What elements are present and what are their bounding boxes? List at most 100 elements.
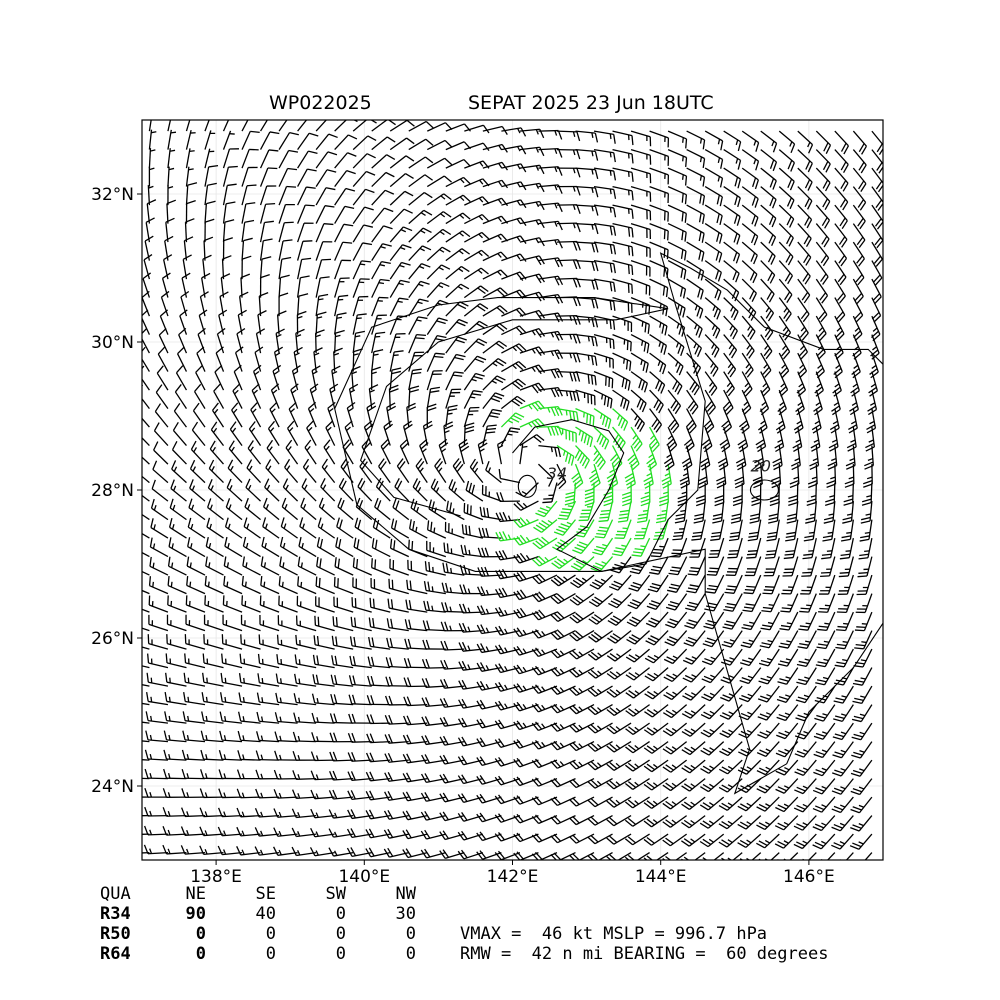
wind-barb bbox=[392, 498, 410, 521]
wind-barb bbox=[310, 789, 335, 800]
wind-barb bbox=[422, 620, 446, 632]
wind-barb bbox=[199, 826, 224, 837]
wind-barb bbox=[624, 852, 650, 860]
wind-barb bbox=[485, 460, 502, 484]
wind-barb bbox=[458, 641, 483, 652]
wind-barb bbox=[222, 595, 243, 613]
wind-barb bbox=[209, 440, 224, 465]
wind-barb bbox=[805, 501, 817, 524]
wind-barb bbox=[542, 482, 558, 504]
wind-barb bbox=[532, 536, 558, 550]
wind-barb bbox=[255, 769, 280, 780]
wind-barb bbox=[422, 639, 446, 650]
wind-barb bbox=[606, 667, 632, 680]
wind-barb bbox=[439, 849, 465, 859]
wind-barb bbox=[513, 589, 539, 601]
wind-barb bbox=[588, 463, 601, 490]
wind-barb bbox=[814, 704, 836, 722]
wind-barb bbox=[323, 439, 336, 465]
wind-barb bbox=[219, 730, 243, 743]
wind-barb bbox=[724, 574, 743, 594]
wind-barb bbox=[386, 618, 409, 632]
wind-barb bbox=[291, 827, 317, 838]
wind-barb bbox=[763, 556, 780, 577]
wind-barb bbox=[329, 713, 354, 724]
wind-barb bbox=[817, 611, 836, 632]
wind-barb bbox=[163, 768, 187, 780]
wind-barb bbox=[171, 460, 187, 484]
wind-barb bbox=[850, 778, 873, 796]
wind-barb bbox=[172, 421, 187, 447]
wind-barb bbox=[185, 614, 206, 632]
wind-barbs bbox=[142, 120, 883, 860]
wind-barb bbox=[238, 673, 261, 687]
wind-barb bbox=[766, 519, 780, 542]
wind-barb bbox=[850, 796, 873, 814]
wind-barb bbox=[728, 519, 743, 542]
wind-barb bbox=[854, 611, 873, 632]
wind-barb bbox=[625, 648, 651, 663]
y-tick-label: 28°N bbox=[91, 481, 134, 501]
wind-barb bbox=[163, 749, 187, 761]
wind-barb bbox=[739, 648, 762, 667]
wind-barb bbox=[860, 501, 873, 524]
wind-barb bbox=[311, 693, 335, 706]
wind-barb bbox=[699, 833, 725, 848]
wind-barb bbox=[533, 519, 558, 533]
wind-barb bbox=[714, 482, 725, 507]
wind-barb bbox=[274, 750, 298, 761]
wind-barb bbox=[365, 771, 391, 782]
wind-barb bbox=[789, 464, 800, 489]
wind-barb bbox=[367, 656, 391, 669]
wind-barb bbox=[316, 556, 335, 576]
wind-barb bbox=[191, 421, 206, 447]
wind-barb bbox=[700, 722, 725, 738]
wind-barb bbox=[851, 722, 873, 741]
wind-barb bbox=[208, 459, 224, 484]
wind-barb bbox=[494, 700, 521, 711]
wind-barb bbox=[420, 848, 446, 859]
wind-barb bbox=[626, 611, 651, 627]
wind-barb bbox=[813, 741, 836, 759]
wind-barb bbox=[224, 517, 243, 539]
wind-barb bbox=[440, 621, 465, 632]
wind-barb bbox=[644, 667, 669, 682]
wind-barb bbox=[200, 749, 224, 761]
wind-barb bbox=[494, 775, 521, 786]
wind-barb bbox=[221, 653, 243, 669]
wind-barb bbox=[165, 672, 187, 687]
wind-barb bbox=[242, 536, 261, 558]
wind-barb bbox=[168, 537, 187, 558]
wind-barb bbox=[662, 833, 688, 847]
wind-barb bbox=[459, 584, 483, 595]
wind-barb bbox=[228, 440, 243, 465]
wind-barb bbox=[831, 796, 854, 814]
wind-barb bbox=[494, 644, 521, 655]
wind-barb bbox=[776, 722, 799, 740]
wind-barb bbox=[434, 458, 447, 483]
wind-barb bbox=[247, 440, 262, 465]
wind-barb bbox=[239, 653, 261, 669]
wind-barb bbox=[740, 630, 762, 649]
wind-barb bbox=[374, 497, 391, 521]
wind-barb bbox=[338, 477, 354, 502]
wind-barb bbox=[606, 796, 632, 808]
wind-barb bbox=[181, 749, 206, 761]
wind-barb bbox=[695, 482, 706, 507]
wind-barb bbox=[255, 788, 280, 799]
wind-barb bbox=[315, 576, 335, 595]
wind-barb bbox=[256, 731, 280, 743]
wind-barb bbox=[244, 497, 261, 521]
table-cell: 0 bbox=[335, 924, 346, 944]
wind-barb bbox=[531, 777, 558, 787]
wind-barb bbox=[700, 759, 725, 774]
wind-barb bbox=[718, 815, 743, 830]
wind-barb bbox=[329, 770, 354, 781]
wind-barb bbox=[236, 826, 261, 837]
wind-barb bbox=[681, 704, 706, 719]
wind-barb bbox=[624, 815, 650, 827]
wind-barb bbox=[564, 482, 577, 506]
wind-barb bbox=[799, 593, 817, 613]
wind-barb bbox=[858, 537, 873, 560]
